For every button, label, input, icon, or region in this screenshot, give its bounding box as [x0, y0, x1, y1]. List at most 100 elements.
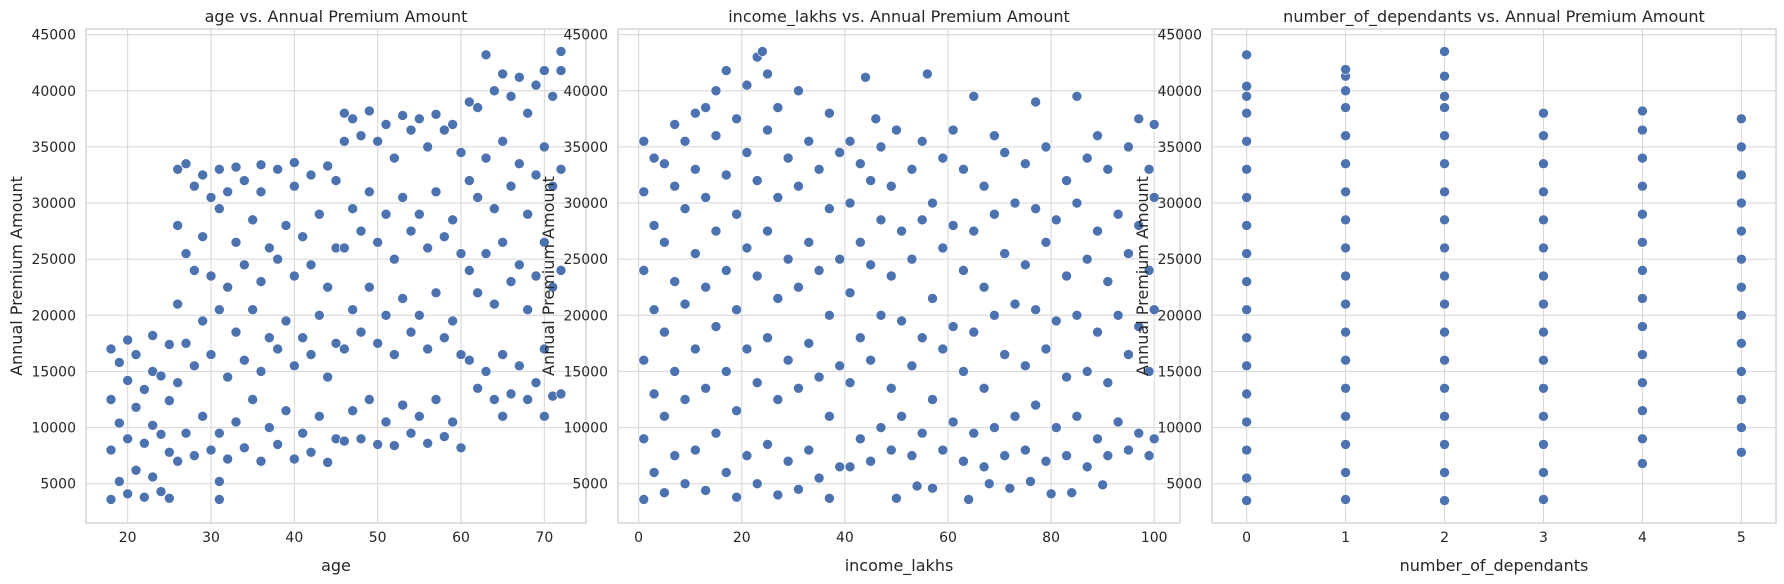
- data-point: [439, 231, 450, 243]
- data-point: [139, 437, 150, 449]
- data-point: [405, 326, 417, 338]
- data-point: [1340, 242, 1351, 254]
- data-point: [958, 164, 969, 175]
- data-point: [255, 159, 267, 171]
- data-point: [480, 152, 492, 164]
- data-point: [355, 326, 367, 338]
- data-point: [555, 265, 567, 276]
- data-point: [1092, 326, 1103, 338]
- data-point: [389, 253, 400, 265]
- data-point: [1133, 321, 1145, 332]
- data-point: [1538, 439, 1549, 450]
- data-point: [1538, 354, 1549, 366]
- data-point: [272, 164, 283, 175]
- data-point: [1092, 433, 1103, 445]
- data-point: [1071, 91, 1083, 102]
- x-tick-label: 50: [369, 530, 387, 546]
- data-point: [968, 91, 980, 102]
- data-point: [372, 237, 383, 248]
- data-point: [1123, 349, 1134, 360]
- data-point: [539, 65, 550, 76]
- y-tick-label: 40000: [563, 84, 608, 100]
- data-point: [824, 107, 835, 119]
- data-point: [1050, 315, 1062, 327]
- data-point: [1081, 461, 1093, 473]
- data-point: [1637, 321, 1648, 332]
- data-point: [464, 265, 475, 276]
- data-point: [305, 349, 317, 360]
- data-point: [314, 208, 325, 220]
- data-point: [793, 484, 804, 495]
- x-tick-label: 40: [285, 530, 303, 546]
- data-point: [1736, 113, 1747, 125]
- data-point: [230, 161, 242, 173]
- y-tick-label: 5000: [40, 477, 76, 493]
- data-point: [130, 402, 142, 413]
- data-point: [230, 237, 242, 248]
- data-point: [464, 354, 475, 366]
- data-point: [648, 220, 660, 231]
- data-point: [505, 91, 517, 102]
- data-point: [1439, 298, 1450, 310]
- data-point: [1439, 467, 1450, 478]
- data-point: [824, 203, 835, 214]
- data-point: [122, 375, 133, 386]
- data-point: [364, 186, 375, 198]
- y-tick-label: 35000: [1157, 140, 1202, 156]
- data-point: [978, 461, 990, 473]
- y-tick-label: 25000: [1157, 252, 1202, 268]
- data-point: [757, 46, 768, 57]
- data-point: [978, 281, 990, 293]
- data-point: [1439, 70, 1450, 82]
- data-point: [782, 253, 794, 265]
- data-point: [1736, 169, 1747, 181]
- data-point: [230, 416, 242, 428]
- data-point: [741, 242, 753, 254]
- ticks-dependants: 0 1 2 3 4 5 5000 10000 15000 20000 25000 30000 35000…: [1157, 28, 1745, 546]
- x-tick-label: 100: [1141, 530, 1168, 546]
- data-point: [1736, 197, 1747, 209]
- data-point: [1241, 80, 1252, 92]
- data-point: [1102, 450, 1114, 461]
- ticks-age: 20 30 40 50 60 70 5000 10000 15000 20000 25000 3000…: [31, 28, 553, 546]
- data-point: [844, 197, 856, 209]
- data-point: [555, 46, 567, 57]
- data-point: [1061, 450, 1072, 461]
- data-point: [389, 152, 400, 164]
- data-point: [1241, 248, 1252, 259]
- data-point: [885, 382, 897, 394]
- data-point: [1112, 309, 1124, 321]
- data-point: [539, 141, 550, 153]
- data-point: [555, 65, 567, 76]
- data-point: [751, 270, 763, 282]
- data-point: [339, 135, 350, 147]
- data-point: [114, 357, 125, 368]
- data-point: [1241, 444, 1252, 456]
- data-point: [772, 192, 784, 203]
- data-point: [1241, 107, 1252, 119]
- data-point: [648, 467, 660, 478]
- data-point: [638, 354, 650, 366]
- data-point: [1637, 208, 1648, 220]
- data-point: [547, 91, 558, 102]
- data-point: [1637, 180, 1648, 192]
- x-tick-label: 80: [1042, 530, 1060, 546]
- data-point: [659, 326, 670, 338]
- data-point: [762, 124, 773, 136]
- y-tick-label: 40000: [31, 84, 76, 100]
- data-point: [865, 175, 876, 186]
- data-point: [885, 444, 897, 456]
- data-point: [180, 338, 192, 349]
- data-point: [865, 259, 876, 271]
- plot-area-income: [617, 28, 1181, 524]
- data-point: [514, 158, 525, 170]
- data-point: [1340, 214, 1351, 226]
- data-point: [803, 444, 815, 456]
- data-point: [1439, 130, 1450, 141]
- y-axis-label-dependants: Annual Premium Amount: [1133, 176, 1152, 376]
- data-point: [690, 343, 701, 355]
- data-point: [751, 377, 763, 388]
- data-point: [205, 270, 217, 282]
- data-point: [906, 253, 918, 265]
- data-point: [1050, 422, 1062, 433]
